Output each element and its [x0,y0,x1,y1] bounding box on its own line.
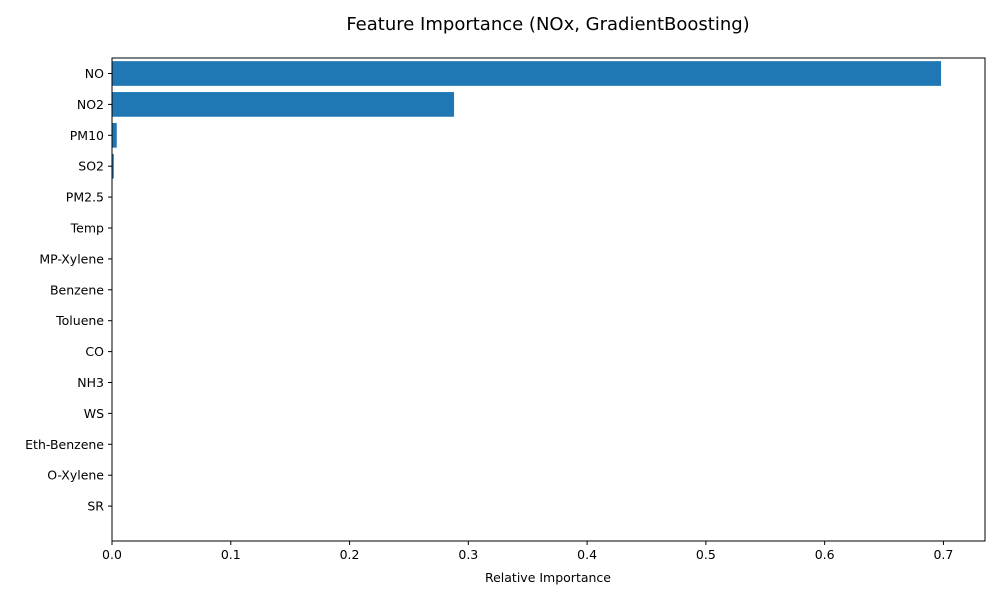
x-tick-label: 0.3 [458,547,478,562]
y-tick-label: NO2 [77,97,104,112]
chart-title: Feature Importance (NOx, GradientBoostin… [346,14,749,35]
bar-so2 [112,153,114,179]
y-tick-label: MP-Xylene [39,251,104,266]
y-tick-label: Toluene [55,313,104,328]
x-tick-label: 0.1 [221,547,241,562]
y-tick-label: Benzene [50,282,104,297]
y-tick-label: PM10 [70,128,104,143]
bar-no2 [112,92,455,117]
x-tick-label: 0.4 [577,547,597,562]
x-axis-label: Relative Importance [485,570,611,585]
bar-pm10 [112,122,117,148]
y-tick-label: Temp [70,221,104,236]
x-tick-label: 0.5 [696,547,716,562]
x-axis-ticks: 0.0 0.1 0.2 0.3 0.4 0.5 0.6 0.7 [102,541,953,562]
x-tick-label: 0.7 [933,547,953,562]
y-tick-label: SO2 [78,159,104,174]
y-axis-ticks: NO NO2 PM10 SO2 PM2.5 Temp MP-Xylene Benzene Tol… [25,66,112,514]
x-tick-label: 0.0 [102,547,122,562]
plot-frame [111,57,986,542]
y-tick-label: SR [87,499,104,514]
y-tick-label: NH3 [77,375,104,390]
y-tick-label: WS [84,406,104,421]
y-tick-label: PM2.5 [66,190,104,205]
y-tick-label: Eth-Benzene [25,437,104,452]
y-tick-label: NO [85,66,104,81]
x-tick-label: 0.6 [815,547,835,562]
bars-group [112,61,942,519]
y-tick-label: CO [85,344,104,359]
y-tick-label: O-Xylene [47,468,104,483]
bar-no [112,61,942,86]
x-tick-label: 0.2 [340,547,360,562]
